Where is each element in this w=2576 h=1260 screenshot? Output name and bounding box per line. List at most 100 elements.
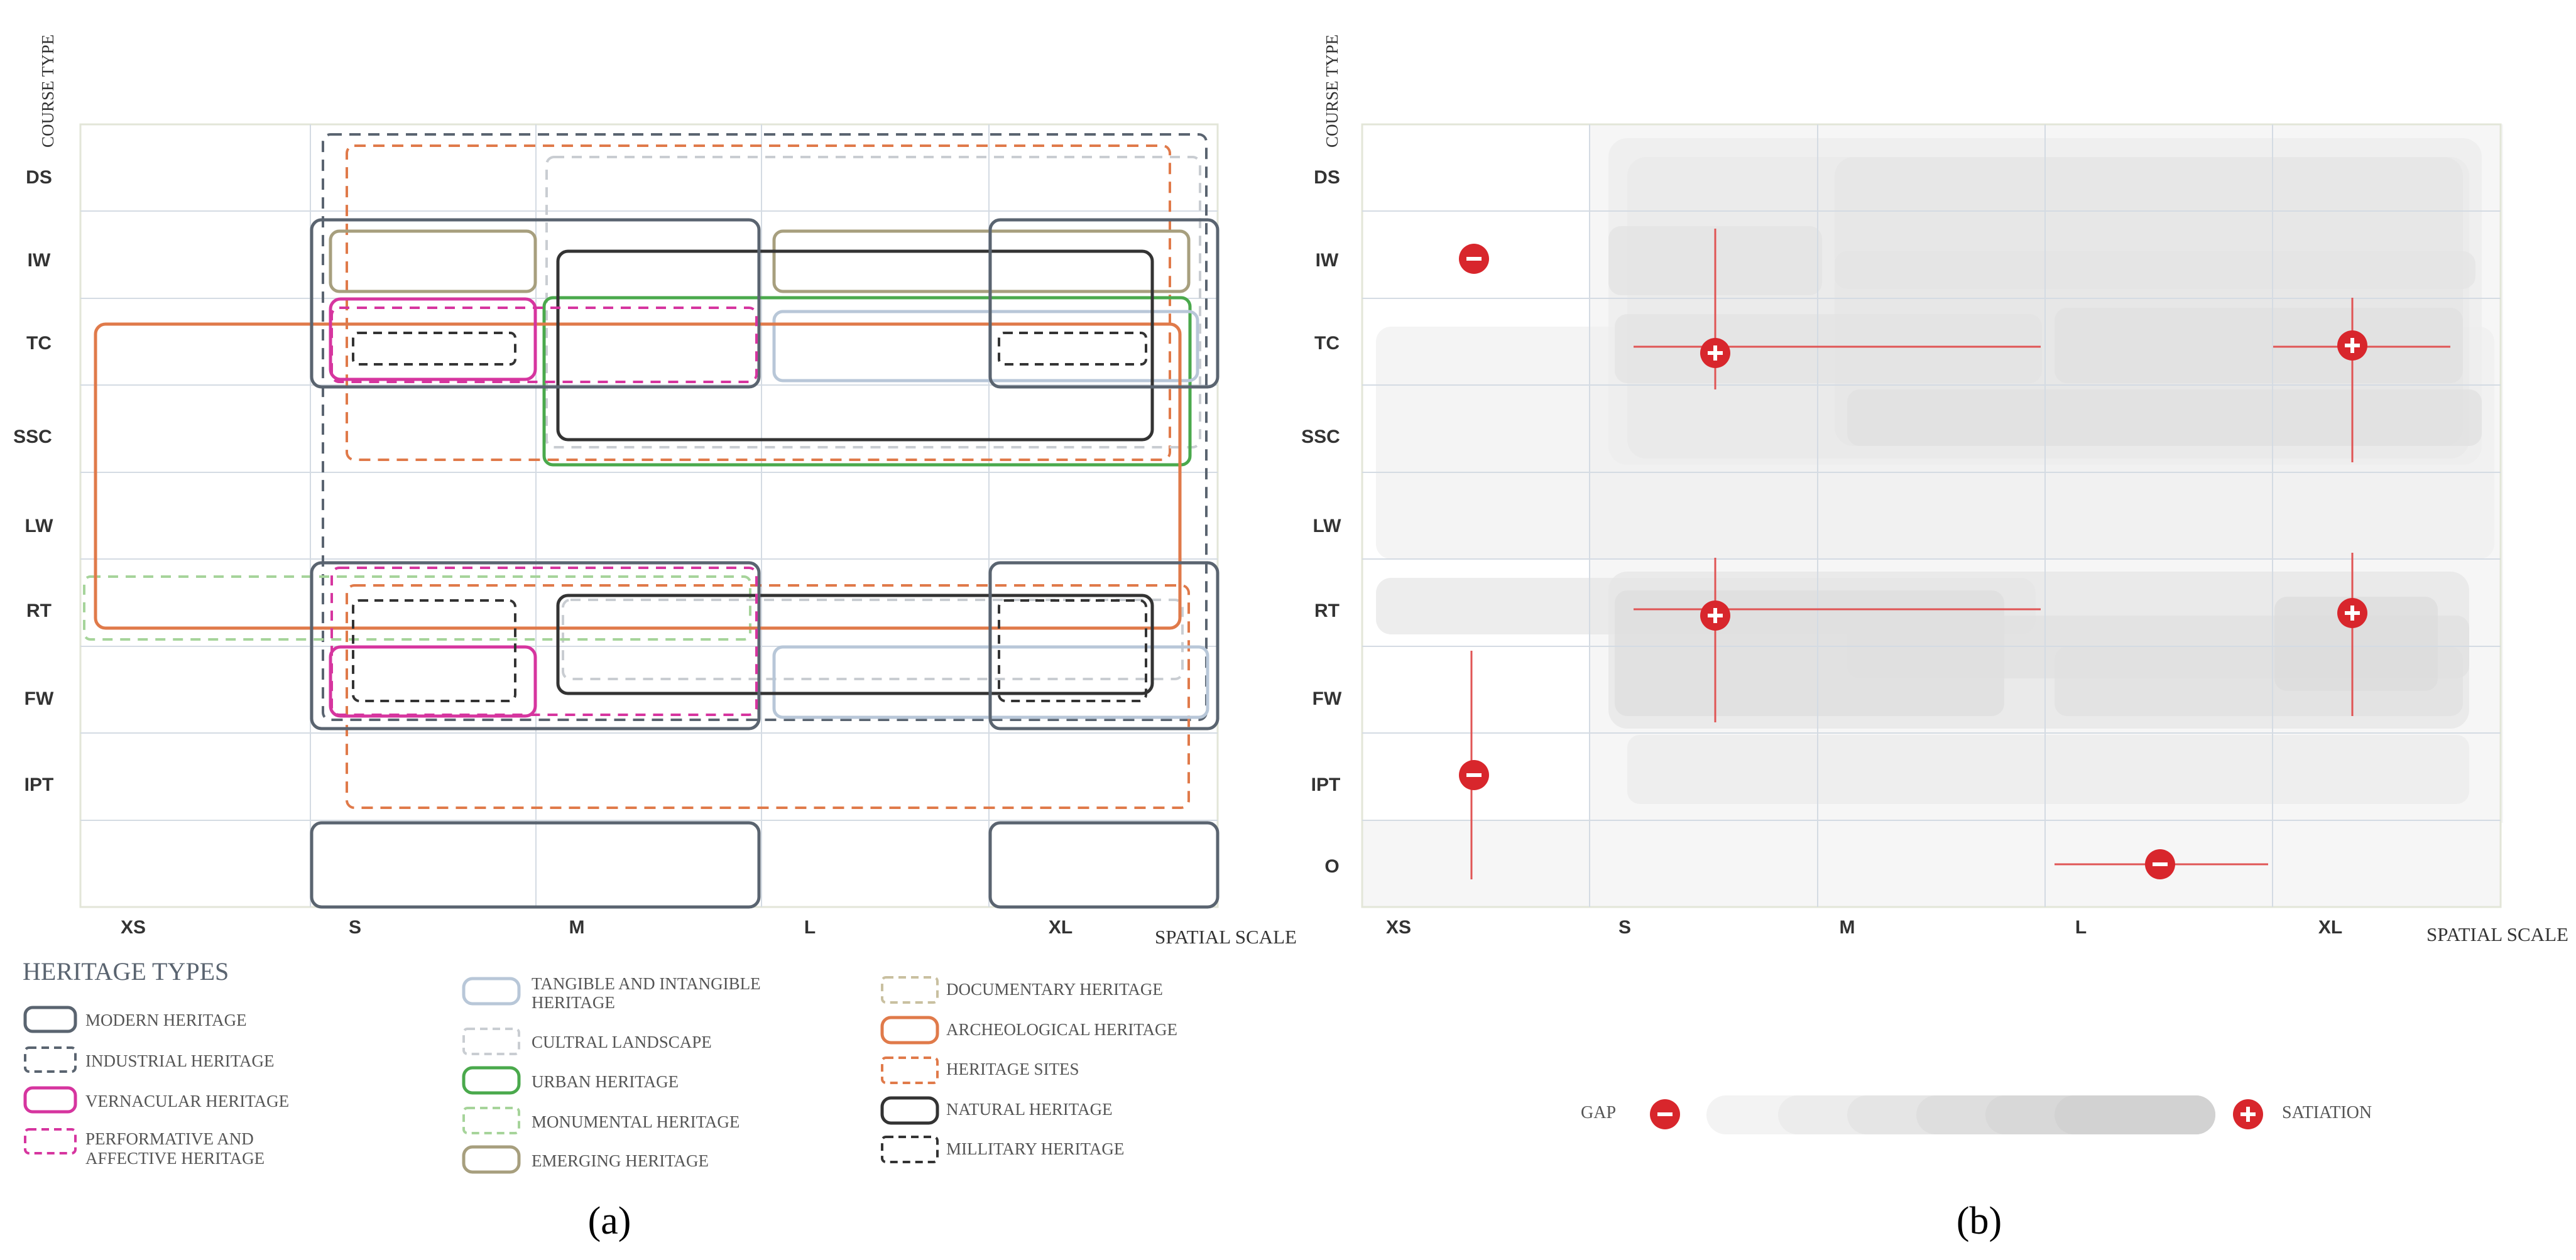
legend-label: NATURAL HERITAGE — [946, 1100, 1113, 1119]
legend-label: DOCUMENTARY HERITAGE — [946, 980, 1163, 999]
legend-label: MILLITARY HERITAGE — [946, 1139, 1124, 1158]
emerging-heritage-region — [772, 229, 1191, 293]
military-heritage-region — [352, 332, 516, 366]
panel-b-grid-lines — [1362, 124, 2501, 907]
panel-a-row-label: IPT — [25, 774, 54, 795]
legend-label: INDUSTRIAL HERITAGE — [85, 1051, 275, 1070]
panel-a-row-label: TC — [26, 333, 52, 354]
heritage-overlays — [83, 133, 1220, 909]
panel-b-col-label: L — [2075, 917, 2087, 938]
panel-b-caption: (b) — [1957, 1200, 2002, 1242]
emerging-heritage-region — [329, 229, 537, 293]
panel-a-col-label: M — [569, 917, 585, 938]
panel-b-col-label: XS — [1386, 917, 1411, 938]
gap-minus-icon — [1650, 1099, 1680, 1129]
satiation-plus-icon — [2337, 330, 2367, 361]
panel-b-markers — [1459, 244, 2367, 879]
legend-label: TANGIBLE AND INTANGIBLE — [532, 974, 761, 993]
legend-swatch-natural — [880, 1096, 939, 1125]
legend-swatch-monumental — [462, 1107, 520, 1134]
panel-a-row-label: IW — [28, 250, 51, 271]
modern-heritage-region — [310, 561, 761, 730]
panel-b-row-label: IPT — [1311, 774, 1341, 795]
modern-heritage-region — [988, 218, 1220, 389]
legend-label: MONUMENTAL HERITAGE — [532, 1112, 740, 1131]
modern-heritage-region — [988, 821, 1220, 909]
panel-b-y-axis-title: COURSE TYPE — [1323, 35, 1341, 148]
legend-label: PERFORMATIVE AND — [85, 1129, 254, 1148]
panel-a-x-axis-title: SPATIAL SCALE — [1155, 926, 1297, 948]
gap-minus-icon — [2145, 849, 2175, 879]
panel-a-row-label: SSC — [13, 426, 52, 447]
heritage-sites-region — [346, 144, 1171, 461]
satiation-plus-icon — [2337, 598, 2367, 628]
vernacular-heritage-region — [329, 645, 537, 718]
satiation-plus-icon — [1700, 600, 1730, 631]
vernacular-heritage-region — [329, 297, 537, 381]
satiation-label: SATIATION — [2282, 1103, 2372, 1122]
panel-a-row-label: DS — [26, 167, 52, 188]
legend-swatch-heritage-sites — [881, 1056, 939, 1084]
legend-swatch-cultural-landscape — [462, 1028, 520, 1055]
gap-minus-icon — [1459, 760, 1489, 790]
legend-label: HERITAGE SITES — [946, 1060, 1079, 1078]
panel-a-grid-frame — [79, 123, 1219, 908]
panel-a-col-label: S — [349, 917, 361, 938]
panel-b-grid-frame — [1361, 123, 2502, 908]
panel-a-caption: (a) — [588, 1200, 631, 1242]
panel-b-row-label: RT — [1314, 600, 1340, 621]
monumental-heritage-region — [83, 575, 751, 641]
panel-a-col-label: XL — [1049, 917, 1072, 938]
panel-b-col-label: S — [1618, 917, 1631, 938]
natural-heritage-region — [556, 249, 1154, 442]
legend-label: EMERGING HERITAGE — [532, 1151, 709, 1170]
legend-swatch-urban — [462, 1066, 521, 1095]
satiation-plus-icon — [2233, 1099, 2263, 1129]
panel-a-legend: HERITAGE TYPES MODERN HERITAGE INDUSTRIA… — [23, 957, 1177, 1174]
military-heritage-region — [352, 599, 516, 702]
panel-b-row-label: O — [1324, 856, 1339, 877]
legend-label: MODERN HERITAGE — [85, 1011, 247, 1029]
panel-b: COURSE TYPE SPATIAL SCALE — [1301, 35, 2568, 1242]
panel-b-density-field — [1362, 124, 2503, 907]
legend-swatch-tangible — [462, 977, 521, 1006]
panel-b-row-label: FW — [1313, 688, 1342, 709]
panel-a-row-label: RT — [26, 600, 52, 621]
panel-b-row-label: SSC — [1301, 426, 1340, 447]
industrial-heritage-region — [322, 133, 1208, 721]
natural-heritage-region — [556, 594, 1154, 695]
gap-minus-icon — [1459, 244, 1489, 274]
tangible-intangible-region — [772, 310, 1199, 383]
legend-label: CULTRAL LANDSCAPE — [532, 1033, 712, 1051]
panel-b-row-label: LW — [1313, 516, 1342, 536]
panel-b-row-label: TC — [1314, 333, 1340, 354]
panel-b-col-label: XL — [2318, 917, 2342, 938]
legend-swatch-vernacular — [23, 1086, 77, 1114]
legend-swatch-performative — [24, 1128, 77, 1154]
gap-label: GAP — [1581, 1103, 1616, 1122]
panel-a-y-axis-title: COURSE TYPE — [38, 35, 57, 148]
legend-label: VERNACULAR HERITAGE — [85, 1092, 289, 1111]
modern-heritage-region — [310, 218, 761, 389]
panel-a-col-label: XS — [121, 917, 146, 938]
legend-swatch-industrial — [24, 1046, 77, 1073]
panel-a-grid-lines — [80, 124, 1218, 907]
legend-swatch-military — [881, 1136, 939, 1163]
panel-a-col-label: L — [804, 917, 816, 938]
cultural-landscape-region — [545, 156, 1201, 448]
legend-label: ARCHEOLOGICAL HERITAGE — [946, 1020, 1177, 1039]
legend-swatch-archeological — [880, 1016, 939, 1045]
legend-swatch-emerging — [462, 1145, 521, 1174]
legend-swatch-modern — [23, 1006, 77, 1033]
legend-swatch-documentary — [881, 976, 939, 1004]
panel-a: COURSE TYPE SPATIAL SCALE DS IW TC SSC L… — [13, 35, 1297, 1242]
legend-label: AFFECTIVE HERITAGE — [85, 1149, 265, 1168]
legend-title: HERITAGE TYPES — [23, 957, 229, 986]
panel-a-row-label: LW — [25, 516, 54, 536]
panel-b-col-label: M — [1840, 917, 1855, 938]
panel-b-row-label: DS — [1314, 167, 1340, 188]
panel-b-x-axis-title: SPATIAL SCALE — [2426, 923, 2568, 945]
military-heritage-region — [998, 599, 1147, 702]
modern-heritage-region — [310, 821, 761, 909]
